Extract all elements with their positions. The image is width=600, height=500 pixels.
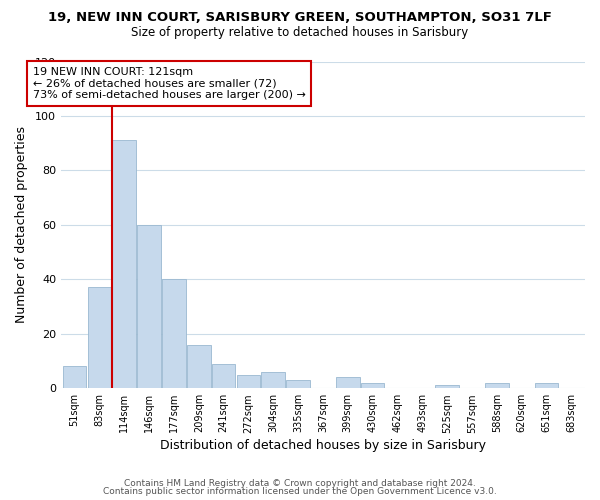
Bar	[137, 225, 161, 388]
Bar	[286, 380, 310, 388]
Text: Contains public sector information licensed under the Open Government Licence v3: Contains public sector information licen…	[103, 487, 497, 496]
Bar	[162, 280, 186, 388]
Bar	[262, 372, 285, 388]
Bar	[336, 378, 359, 388]
Bar	[535, 382, 558, 388]
Text: 19, NEW INN COURT, SARISBURY GREEN, SOUTHAMPTON, SO31 7LF: 19, NEW INN COURT, SARISBURY GREEN, SOUT…	[48, 11, 552, 24]
Bar	[187, 344, 211, 388]
Bar	[485, 382, 509, 388]
Bar	[361, 382, 385, 388]
Bar	[212, 364, 235, 388]
Bar	[88, 288, 111, 388]
Text: 19 NEW INN COURT: 121sqm
← 26% of detached houses are smaller (72)
73% of semi-d: 19 NEW INN COURT: 121sqm ← 26% of detach…	[32, 67, 305, 100]
Bar	[63, 366, 86, 388]
X-axis label: Distribution of detached houses by size in Sarisbury: Distribution of detached houses by size …	[160, 440, 486, 452]
Bar	[112, 140, 136, 388]
Y-axis label: Number of detached properties: Number of detached properties	[15, 126, 28, 324]
Text: Size of property relative to detached houses in Sarisbury: Size of property relative to detached ho…	[131, 26, 469, 39]
Text: Contains HM Land Registry data © Crown copyright and database right 2024.: Contains HM Land Registry data © Crown c…	[124, 478, 476, 488]
Bar	[236, 374, 260, 388]
Bar	[436, 386, 459, 388]
